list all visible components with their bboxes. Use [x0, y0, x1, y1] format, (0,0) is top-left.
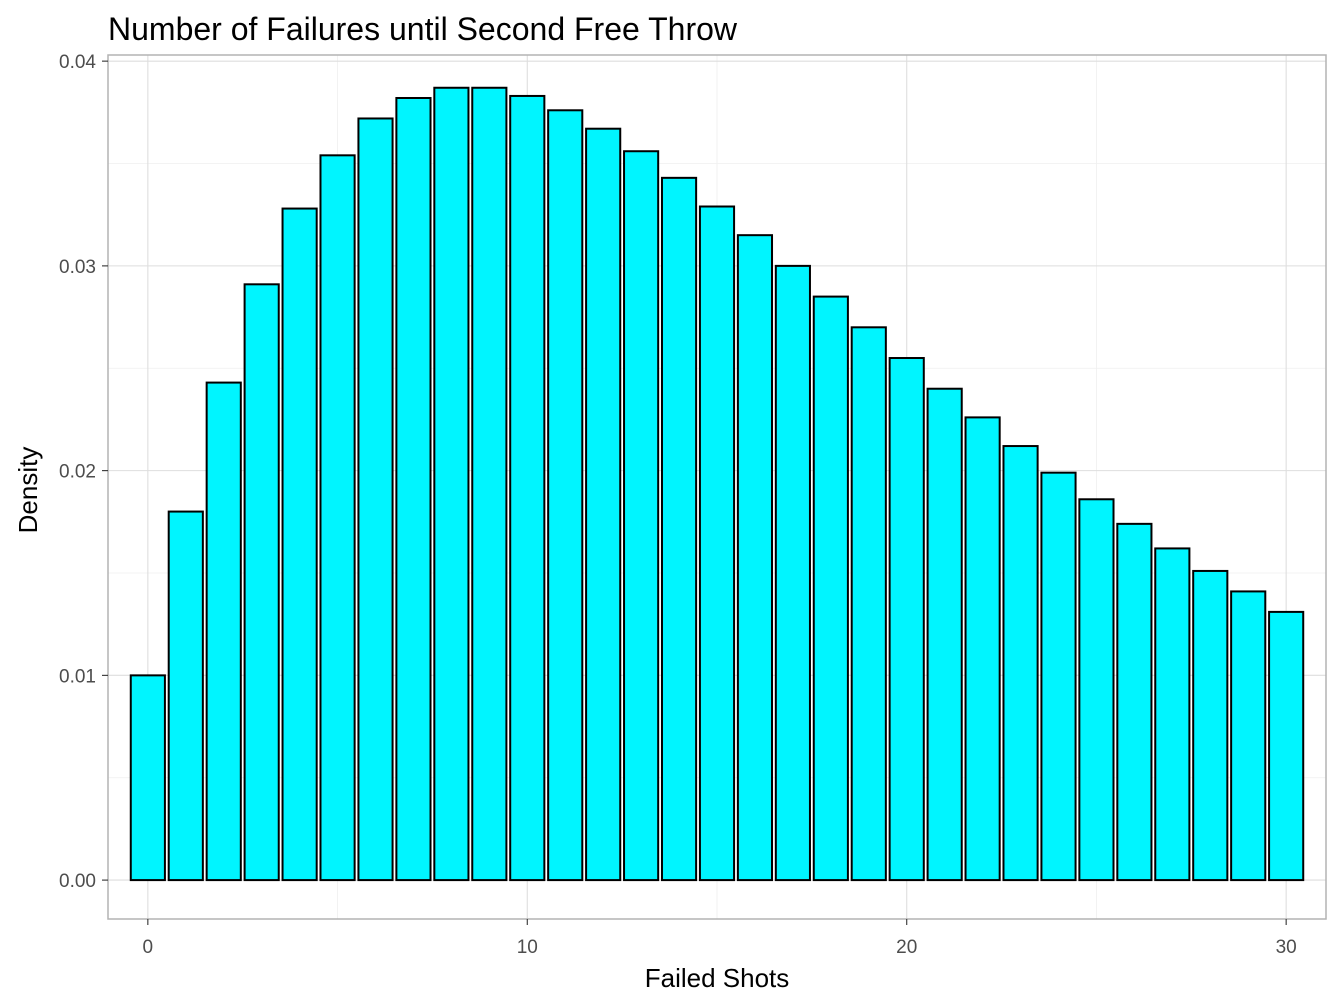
x-axis: 0 10 20 30	[143, 919, 1297, 958]
bar	[167, 510, 204, 882]
y-axis-title: Density	[13, 447, 43, 534]
bar	[509, 94, 546, 882]
plot-panel-border	[107, 54, 1327, 920]
bar	[129, 674, 166, 882]
bar	[1192, 569, 1229, 882]
bar	[698, 205, 736, 882]
bar	[243, 283, 280, 882]
bar	[888, 357, 925, 882]
bar	[395, 96, 432, 882]
x-tick-label: 10	[517, 937, 538, 958]
bar	[1002, 445, 1039, 882]
bar	[1268, 610, 1305, 882]
bar	[471, 86, 508, 882]
bar	[585, 127, 622, 882]
y-tick-label: 0.01	[59, 666, 96, 687]
bar	[623, 150, 660, 882]
x-axis-title: Failed Shots	[645, 963, 790, 993]
bars	[129, 86, 1305, 882]
x-tick-label: 30	[1276, 937, 1297, 958]
bar	[926, 387, 963, 882]
bar	[964, 416, 1001, 882]
bar	[1078, 498, 1115, 882]
bar	[205, 381, 242, 882]
y-tick-label: 0.03	[59, 257, 96, 278]
y-axis: 0.00 0.01 0.02 0.03 0.04	[59, 52, 108, 892]
y-tick-label: 0.02	[59, 462, 96, 483]
bar	[812, 295, 849, 882]
bar	[660, 176, 698, 882]
bar	[547, 109, 584, 882]
bar	[850, 326, 887, 882]
bar	[281, 207, 318, 882]
bar	[1040, 471, 1077, 882]
y-tick-label: 0.04	[59, 52, 96, 73]
bar	[1230, 590, 1267, 882]
bar	[357, 117, 394, 882]
bar	[1116, 522, 1153, 882]
x-tick-label: 20	[896, 937, 917, 958]
bar	[1154, 547, 1191, 882]
bar	[319, 154, 356, 882]
bar	[736, 234, 774, 882]
bar	[774, 264, 811, 882]
bar	[433, 86, 470, 882]
chart-title: Number of Failures until Second Free Thr…	[108, 11, 738, 47]
x-tick-label: 0	[143, 937, 154, 958]
y-tick-label: 0.00	[59, 871, 96, 892]
